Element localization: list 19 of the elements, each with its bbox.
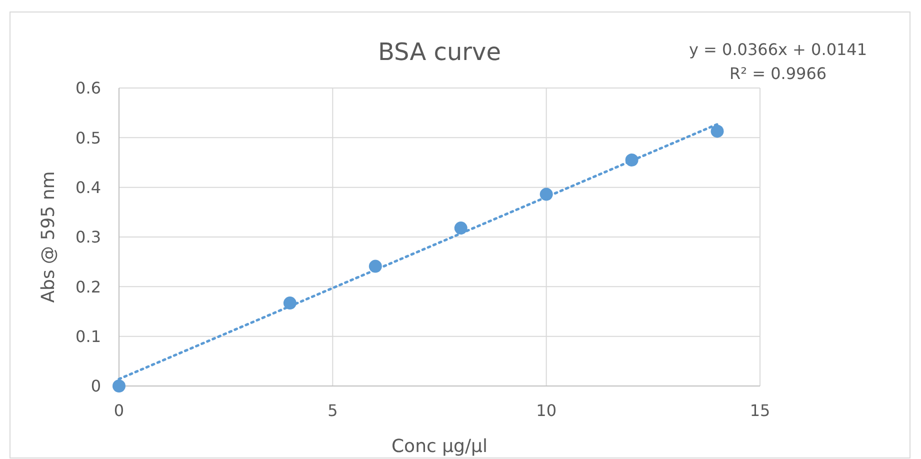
y-tick-label: 0.5 [76,128,101,148]
y-tick-label: 0.2 [76,277,101,296]
y-tick-label: 0 [90,376,101,396]
chart-title: BSA curve [378,38,502,66]
y-tick-label: 0.3 [76,228,101,247]
x-tick-label: 0 [114,401,124,420]
x-tick-label: 15 [750,401,770,420]
point [710,124,724,138]
y-tick-label: 0.1 [76,326,101,346]
y-axis-title: Abs @ 595 nm [38,171,59,303]
text: y = 0.0366x + 0.0141 [688,40,868,59]
y-tick-label: 0.6 [76,78,101,98]
y-tick-label: 0.4 [76,178,101,197]
x-tick-label: 10 [536,401,557,420]
point [454,222,468,235]
x-axis-title: Conc µg/µl [391,436,488,457]
x-tick-label: 5 [328,401,338,420]
text: R² = 0.9966 [729,64,827,83]
point [112,380,126,392]
